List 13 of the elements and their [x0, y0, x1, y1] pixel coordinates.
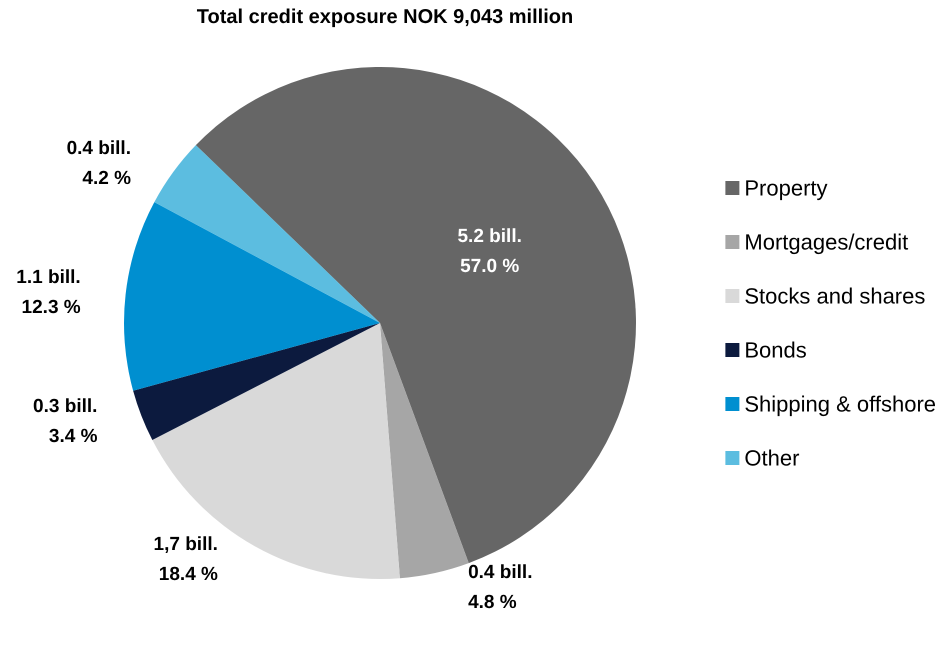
data-label: 1,7 bill. 18.4 %: [154, 534, 218, 586]
legend-label: Property: [744, 176, 828, 200]
data-label: 0.4 bill. 4.8 %: [468, 562, 532, 614]
data-label: 5.2 bill. 57.0 %: [457, 226, 522, 277]
legend-label: Mortgages/credit: [744, 230, 908, 254]
legend-label: Bonds: [744, 338, 807, 362]
legend-label: Other: [744, 446, 800, 470]
data-label: 1.1 bill. 12.3 %: [16, 267, 81, 318]
data-label: 0.4 bill. 4.2 %: [66, 138, 132, 189]
legend-label: Stocks and shares: [744, 284, 926, 308]
legend-label: Shipping & offshore: [744, 392, 936, 416]
chart-title: Total credit exposure NOK 9,043 million: [196, 6, 574, 28]
data-label: 0.3 bill. 3.4 %: [33, 396, 98, 447]
